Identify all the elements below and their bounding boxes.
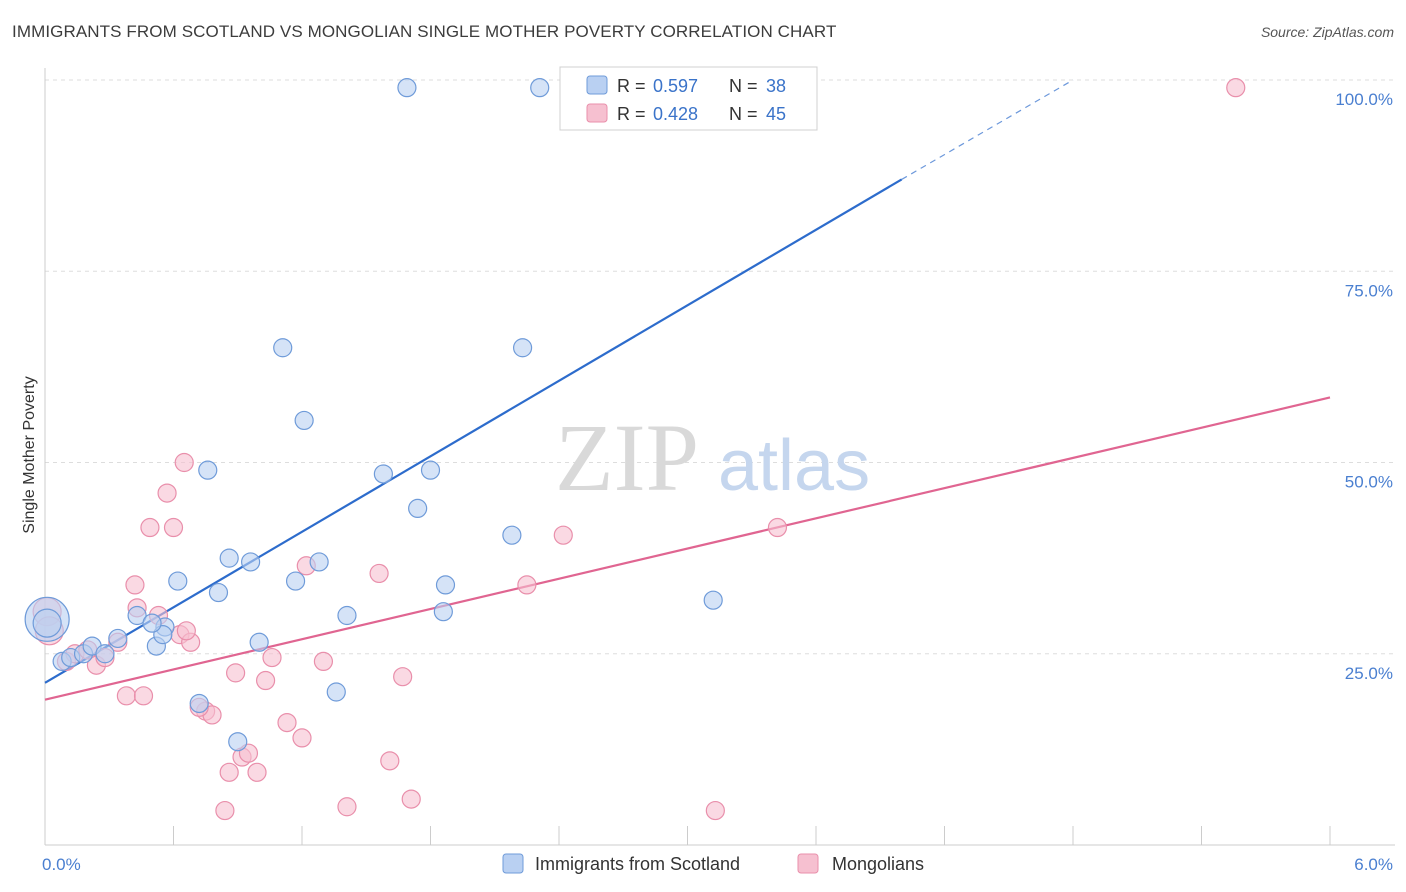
x-tick-label-1: 6.0% bbox=[1354, 855, 1393, 874]
scotland-point-20 bbox=[285, 571, 306, 591]
scotland-point-8 bbox=[127, 605, 147, 626]
mongolians-point-32 bbox=[337, 797, 357, 817]
legend-r-label-pink: R = bbox=[617, 104, 646, 124]
scotland-point-28 bbox=[420, 460, 441, 480]
data-points bbox=[24, 78, 1246, 821]
mongolians-point-41 bbox=[1226, 78, 1246, 98]
mongolians-point-21 bbox=[219, 762, 239, 782]
watermark-zip: ZIP bbox=[555, 404, 699, 511]
scotland-point-22 bbox=[309, 552, 329, 572]
mongolians-point-10 bbox=[133, 686, 154, 706]
mongolians-point-27 bbox=[262, 647, 282, 668]
legend-n-label-blue: N = bbox=[729, 76, 758, 96]
scotland-point-11 bbox=[168, 571, 188, 591]
mongolians-point-20 bbox=[215, 800, 235, 821]
x-tick-label-0: 0.0% bbox=[42, 855, 81, 874]
mongolians-point-26 bbox=[255, 670, 276, 691]
mongolians-point-38 bbox=[553, 525, 573, 545]
watermark-atlas: atlas bbox=[718, 426, 870, 506]
mongolians-point-39 bbox=[705, 800, 725, 821]
scotland-point-6 bbox=[95, 644, 115, 664]
legend-n-value-pink: 45 bbox=[766, 104, 786, 124]
mongolians-point-9 bbox=[125, 575, 145, 595]
mongolians-point-37 bbox=[517, 575, 537, 595]
legend-n-label-pink: N = bbox=[729, 104, 758, 124]
mongolians-point-25 bbox=[247, 762, 267, 782]
tick-labels: 25.0% 50.0% 75.0% 100.0% 0.0% 6.0% bbox=[42, 90, 1393, 874]
scotland-point-14 bbox=[208, 582, 229, 603]
correlation-legend: R = 0.597 N = 38 R = 0.428 N = 45 bbox=[559, 66, 818, 131]
legend-r-value-blue: 0.597 bbox=[653, 76, 698, 96]
scotland-point-25 bbox=[373, 464, 393, 484]
legend-label-mongolians: Mongolians bbox=[832, 854, 924, 874]
scotland-point-26 bbox=[397, 78, 417, 98]
legend-swatch-blue bbox=[586, 75, 608, 95]
mongolians-point-36 bbox=[401, 789, 421, 809]
scotland-point-33 bbox=[530, 78, 550, 98]
axes bbox=[44, 68, 1395, 846]
mongolians-point-34 bbox=[380, 751, 400, 771]
y-tick-label-1: 50.0% bbox=[1345, 473, 1393, 492]
scotland-trend-extension bbox=[901, 79, 1074, 180]
watermark: ZIP atlas bbox=[555, 404, 870, 511]
scotland-point-21 bbox=[294, 410, 314, 431]
scotland-point-12 bbox=[189, 693, 209, 714]
mongolians-point-14 bbox=[163, 517, 184, 538]
scotland-point-32 bbox=[512, 338, 533, 358]
chart-title: IMMIGRANTS FROM SCOTLAND VS MONGOLIAN SI… bbox=[12, 22, 837, 41]
mongolians-point-28 bbox=[277, 712, 297, 733]
scotland-point-1 bbox=[32, 608, 62, 638]
scotland-point-31 bbox=[502, 525, 522, 545]
mongolians-point-13 bbox=[157, 483, 177, 503]
scotland-point-24 bbox=[337, 605, 357, 626]
mongolians-point-29 bbox=[292, 728, 312, 748]
scotland-point-30 bbox=[435, 575, 456, 595]
scotland-trend-line bbox=[44, 178, 903, 684]
mongolians-point-40 bbox=[767, 517, 788, 538]
legend-label-scotland: Immigrants from Scotland bbox=[535, 854, 740, 874]
y-axis-title: Single Mother Poverty bbox=[21, 376, 38, 533]
legend-swatch-scotland bbox=[502, 853, 524, 874]
mongolians-point-22 bbox=[226, 663, 246, 683]
mongolians-point-11 bbox=[140, 517, 160, 538]
legend-swatch-mongolians bbox=[797, 853, 819, 874]
mongolians-point-33 bbox=[369, 563, 389, 584]
scotland-point-19 bbox=[273, 338, 293, 358]
y-tick-label-3: 100.0% bbox=[1335, 90, 1393, 109]
series-legend: Immigrants from Scotland Mongolians bbox=[502, 853, 924, 874]
scotland-point-18 bbox=[249, 632, 269, 652]
scotland-point-35 bbox=[703, 590, 723, 610]
scotland-point-17 bbox=[241, 552, 261, 572]
legend-swatch-pink bbox=[586, 103, 608, 123]
mongolians-point-8 bbox=[116, 686, 136, 706]
scotland-point-23 bbox=[326, 682, 346, 702]
mongolians-point-16 bbox=[174, 452, 194, 473]
scotland-point-37 bbox=[142, 613, 162, 633]
scotland-point-27 bbox=[408, 498, 428, 518]
legend-r-value-pink: 0.428 bbox=[653, 104, 698, 124]
scotland-point-15 bbox=[219, 548, 239, 568]
legend-n-value-blue: 38 bbox=[766, 76, 786, 96]
trend-lines bbox=[44, 79, 1331, 701]
scotland-point-13 bbox=[198, 460, 218, 480]
mongolians-point-43 bbox=[176, 621, 196, 641]
legend-r-label-blue: R = bbox=[617, 76, 646, 96]
scotland-point-16 bbox=[228, 732, 248, 752]
mongolians-point-31 bbox=[313, 651, 334, 672]
source-label: Source: ZipAtlas.com bbox=[1260, 24, 1394, 40]
scotland-point-29 bbox=[433, 602, 453, 622]
y-tick-label-0: 25.0% bbox=[1345, 664, 1393, 683]
mongolians-point-35 bbox=[393, 667, 413, 687]
y-tick-label-2: 75.0% bbox=[1345, 281, 1393, 300]
scotland-point-7 bbox=[108, 628, 128, 649]
